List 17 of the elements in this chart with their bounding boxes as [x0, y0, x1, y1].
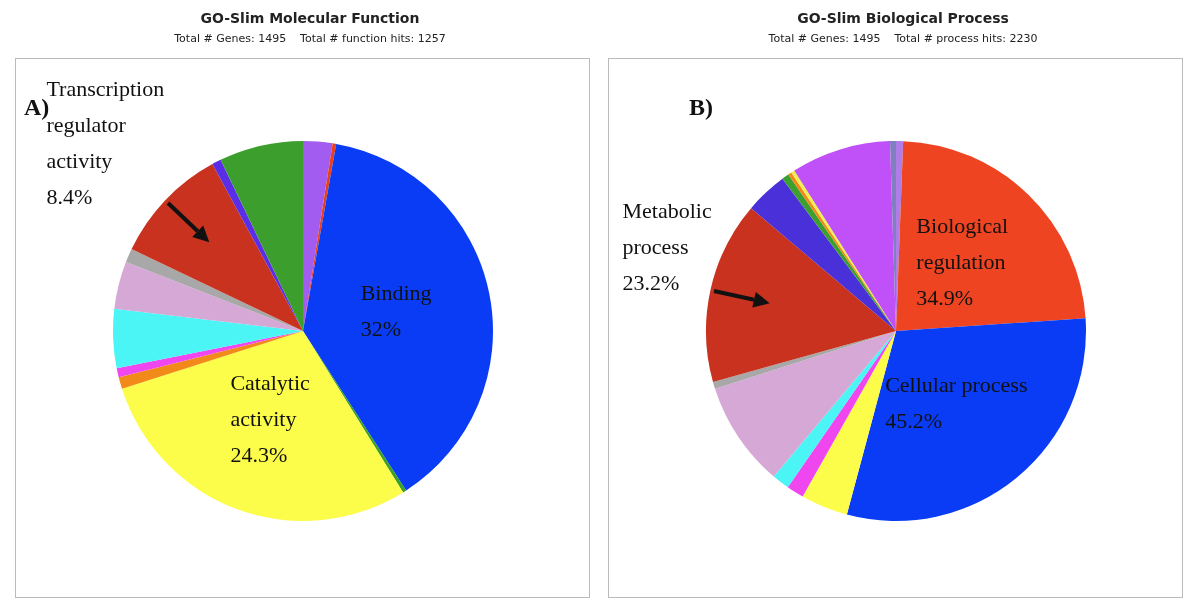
data-label: 23.2%	[622, 270, 680, 296]
text: B)	[689, 94, 713, 121]
chart-title: GO-Slim Biological Process	[796, 10, 1010, 26]
data-label: 34.9%	[916, 284, 974, 310]
slice-label: Catalytic activity	[230, 369, 311, 431]
data-label: 24.3%	[230, 441, 288, 467]
chart-title: GO-Slim Molecular Function	[199, 10, 421, 26]
data-label: 32%	[360, 316, 401, 341]
chart-subtitle: Total # Genes: 1495 Total # function hits: 1257	[173, 32, 447, 45]
slice-label: Cellular process	[885, 372, 1028, 398]
data-label: 8.4%	[46, 184, 93, 210]
text: A)	[24, 94, 50, 121]
slice-label: Metabolic process	[622, 198, 712, 260]
data-label: 45.2%	[885, 408, 942, 434]
slice-label: Biological regulation	[916, 212, 1009, 274]
chart-subtitle: Total # Genes: 1495 Total # process hits: 2230	[767, 32, 1039, 45]
slice-label: Binding	[360, 280, 432, 305]
